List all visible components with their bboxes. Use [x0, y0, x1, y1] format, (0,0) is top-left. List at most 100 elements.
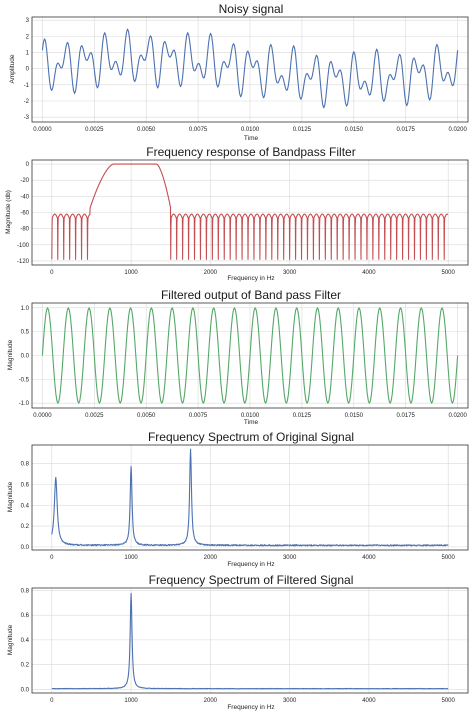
y-tick-label: 1	[26, 51, 30, 57]
y-tick-label: 0.0	[21, 687, 30, 693]
x-tick-label: 0	[50, 270, 54, 276]
series-line	[51, 448, 449, 547]
x-tick-label: 0.0075	[189, 413, 208, 419]
x-axis-ticks: 0.0000 0.0025 0.0050 0.0075 0.0100 0.0125 0.01…	[33, 413, 467, 419]
y-tick-label: 0.6	[21, 613, 30, 619]
y-tick-label: -100	[17, 243, 30, 249]
plot-area	[41, 307, 459, 404]
y-axis-ticks: 1.0 0.5 0.0 -0.5 -1.0	[19, 306, 30, 407]
y-axis-label: Magnitude	[7, 481, 14, 512]
x-axis-label: Frequency in Hz	[227, 561, 274, 568]
y-tick-label: 0.4	[21, 503, 30, 509]
x-tick-label: 0.0175	[397, 127, 416, 133]
panel-filtered-spectrum: Frequency Spectrum of Filtered Signal 0 1…	[7, 573, 469, 711]
plot-area	[41, 28, 459, 109]
x-tick-label: 5000	[442, 555, 456, 561]
x-tick-label: 0	[50, 555, 54, 561]
y-tick-label: -120	[17, 259, 30, 265]
y-tick-label: 0.6	[21, 483, 30, 489]
panel-noisy-signal: Noisy signal 0.0000 0.0025 0.0050 0.0075 0.0…	[9, 2, 469, 142]
grid	[32, 17, 468, 122]
x-axis-ticks: 0 1000 2000 3000 4000 5000	[50, 270, 455, 276]
y-tick-label: 0.4	[21, 638, 30, 644]
x-tick-label: 0.0075	[189, 127, 208, 133]
chart-title: Frequency Spectrum of Filtered Signal	[149, 573, 354, 587]
x-tick-label: 0	[50, 698, 54, 704]
x-tick-label: 2000	[204, 698, 218, 704]
grid	[32, 445, 468, 550]
plot-frame	[31, 16, 469, 123]
x-tick-label: 0.0200	[448, 127, 467, 133]
x-tick-label: 4000	[362, 270, 376, 276]
y-tick-label: -3	[24, 115, 30, 121]
y-axis-ticks: -3 -2 -1 0 1 2 3	[24, 18, 30, 121]
chart-title: Frequency response of Bandpass Filter	[146, 145, 355, 159]
grid	[32, 588, 468, 693]
y-tick-label: -80	[20, 227, 29, 233]
x-tick-label: 0.0150	[345, 413, 364, 419]
grid	[32, 160, 468, 265]
plot-frame	[31, 302, 469, 409]
y-tick-label: -40	[20, 194, 29, 200]
x-tick-label: 3000	[283, 270, 297, 276]
y-axis-ticks: 0.8 0.6 0.4 0.2 0.0	[21, 462, 30, 551]
x-tick-label: 2000	[204, 270, 218, 276]
y-tick-label: 0	[26, 67, 30, 73]
y-axis-label: Amplitude	[9, 54, 16, 83]
panel-filtered-output: Filtered output of Band pass Filter 0.00…	[7, 288, 469, 426]
panel-bandpass-response: Frequency response of Bandpass Filter 0 1…	[5, 145, 469, 282]
x-tick-label: 2000	[204, 555, 218, 561]
plot-area	[51, 448, 449, 547]
series-line	[41, 28, 459, 109]
series-line	[51, 592, 449, 690]
x-tick-label: 3000	[283, 698, 297, 704]
y-axis-ticks: 0 -20 -40 -60 -80 -100 -120	[17, 162, 30, 265]
y-tick-label: 0.8	[21, 588, 30, 594]
x-tick-label: 0.0100	[241, 127, 260, 133]
plot-area	[51, 592, 449, 690]
y-tick-label: 0.2	[21, 663, 30, 669]
y-tick-label: 0.2	[21, 524, 30, 530]
y-tick-label: -20	[20, 178, 29, 184]
y-tick-label: -1	[24, 83, 30, 89]
x-tick-label: 4000	[362, 555, 376, 561]
y-axis-label: Magnitude	[7, 624, 14, 655]
x-axis-ticks: 0 1000 2000 3000 4000 5000	[50, 698, 455, 704]
x-tick-label: 0.0050	[137, 413, 156, 419]
y-tick-label: 3	[26, 18, 30, 24]
x-tick-label: 0.0175	[397, 413, 416, 419]
x-tick-label: 0.0125	[293, 127, 312, 133]
x-tick-label: 4000	[362, 698, 376, 704]
y-tick-label: 0	[26, 162, 30, 168]
x-tick-label: 1000	[124, 270, 138, 276]
y-tick-label: -2	[24, 99, 30, 105]
plot-area	[51, 163, 449, 260]
plot-frame	[31, 444, 469, 551]
x-tick-label: 0.0025	[85, 127, 104, 133]
x-axis-label: Time	[244, 419, 259, 426]
chart-title: Noisy signal	[219, 2, 284, 16]
x-tick-label: 5000	[442, 270, 456, 276]
x-tick-label: 1000	[124, 555, 138, 561]
y-tick-label: 0.5	[21, 330, 30, 336]
x-tick-label: 0.0000	[33, 413, 52, 419]
x-axis-label: Time	[244, 135, 259, 142]
y-axis-ticks: 0.8 0.6 0.4 0.2 0.0	[21, 588, 30, 693]
chart-title: Filtered output of Band pass Filter	[161, 288, 341, 302]
y-tick-label: -0.5	[19, 377, 30, 383]
x-tick-label: 0.0200	[448, 413, 467, 419]
x-tick-label: 0.0025	[85, 413, 104, 419]
y-tick-label: 0.8	[21, 462, 30, 468]
x-tick-label: 0.0100	[241, 413, 260, 419]
y-tick-label: 0.0	[21, 354, 30, 360]
chart-title: Frequency Spectrum of Original Signal	[148, 430, 354, 444]
y-tick-label: 0.0	[21, 545, 30, 551]
series-line	[51, 163, 449, 260]
y-axis-label: Magnitude (db)	[5, 190, 12, 234]
x-tick-label: 0.0125	[293, 413, 312, 419]
y-tick-label: 2	[26, 34, 30, 40]
plot-frame	[31, 587, 469, 694]
x-tick-label: 0.0150	[345, 127, 364, 133]
x-axis-ticks: 0.0000 0.0025 0.0050 0.0075 0.0100 0.0125 0.01…	[33, 127, 467, 133]
